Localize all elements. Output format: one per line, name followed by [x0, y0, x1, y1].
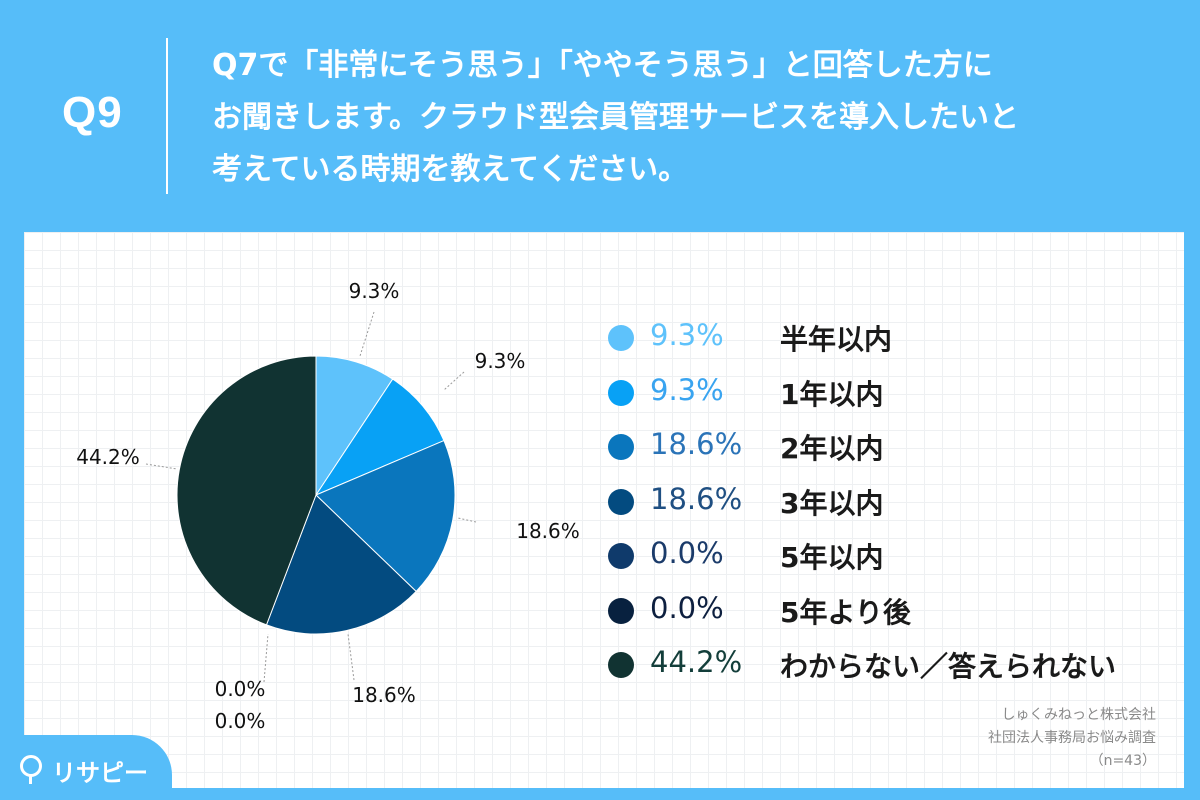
pin-icon [20, 755, 42, 784]
source-survey: 社団法人事務局お悩み調査 [988, 730, 1156, 746]
question-line: Q7で「非常にそう思う」「ややそう思う」と回答した方に [212, 48, 993, 83]
leader-line [347, 633, 355, 681]
data-label: 18.6% [516, 519, 580, 543]
pie-slice [314, 378, 445, 497]
header: Q9 Q7で「非常にそう思う」「ややそう思う」と回答した方に お聞きします。クラ… [0, 0, 1200, 232]
legend-dot [608, 652, 634, 678]
legend-item: 0.0% 5年以内 [608, 530, 1168, 585]
leader-line [443, 371, 465, 391]
question-line: 考えている時期を教えてください。 [212, 152, 689, 187]
legend-category: 2年以内 [780, 432, 884, 465]
legend: 9.3% 半年以内 9.3% 1年以内 18.6% 2年以内 18.6% 3年以… [608, 312, 1168, 694]
legend-category: 5年以内 [780, 541, 884, 574]
legend-item: 18.6% 3年以内 [608, 476, 1168, 531]
legend-category: 3年以内 [780, 486, 884, 520]
legend-category: 5年より後 [780, 595, 911, 629]
leader-line [263, 633, 269, 683]
pie-slice [176, 355, 317, 626]
legend-percent: 9.3% [650, 318, 724, 352]
logo-text: リサピー [52, 759, 148, 787]
data-label: 0.0% [215, 677, 266, 701]
legend-percent: 44.2% [650, 645, 743, 679]
legend-dot [608, 488, 634, 515]
legend-item: 0.0% 5年より後 [608, 585, 1168, 640]
legend-percent: 18.6% [650, 427, 743, 461]
legend-category: わからない／答えられない [780, 650, 1117, 683]
chart-panel: 9.3% 9.3% 18.6% 18.6% 0.0% 0.0% 44.2% 9.3% 半年以… [24, 232, 1184, 788]
pie-slice [315, 355, 394, 497]
brand-logo: リサピー [0, 735, 172, 800]
legend-category: 半年以内 [780, 323, 893, 356]
pie-slice [265, 494, 417, 635]
data-label: 9.3% [349, 279, 400, 303]
legend-item: 9.3% 半年以内 [608, 312, 1168, 367]
legend-item: 44.2% わからない／答えられない [608, 639, 1168, 694]
legend-dot [608, 543, 634, 569]
legend-item: 18.6% 2年以内 [608, 421, 1168, 476]
header-divider [166, 38, 168, 194]
leader-line [145, 463, 178, 470]
legend-category: 1年以内 [780, 377, 884, 411]
legend-dot [608, 597, 634, 624]
pie-slice [315, 439, 456, 593]
data-label: 18.6% [352, 683, 416, 707]
data-label: 9.3% [475, 349, 526, 373]
leader-line [359, 311, 375, 357]
legend-dot [608, 325, 634, 351]
legend-item: 9.3% 1年以内 [608, 367, 1168, 422]
legend-percent: 18.6% [650, 481, 743, 516]
question-number: Q9 [62, 88, 123, 137]
source-note: しゅくみねっと株式会社 社団法人事務局お悩み調査 （n=43） [988, 704, 1156, 773]
data-label: 44.2% [76, 445, 140, 469]
data-label: 0.0% [215, 709, 266, 733]
question-text: Q7で「非常にそう思う」「ややそう思う」と回答した方に お聞きします。クラウド型… [212, 40, 1172, 196]
legend-dot [608, 434, 634, 460]
legend-dot [608, 379, 634, 406]
leader-line [457, 517, 477, 523]
source-company: しゅくみねっと株式会社 [1001, 707, 1156, 723]
question-line: お聞きします。クラウド型会員管理サービスを導入したいと [212, 100, 1019, 135]
sample-size: （n=43） [1089, 753, 1156, 769]
pie-chart: 9.3% 9.3% 18.6% 18.6% 0.0% 0.0% 44.2% [76, 279, 580, 733]
legend-percent: 9.3% [650, 372, 724, 407]
legend-percent: 0.0% [650, 536, 724, 570]
legend-percent: 0.0% [650, 590, 724, 625]
